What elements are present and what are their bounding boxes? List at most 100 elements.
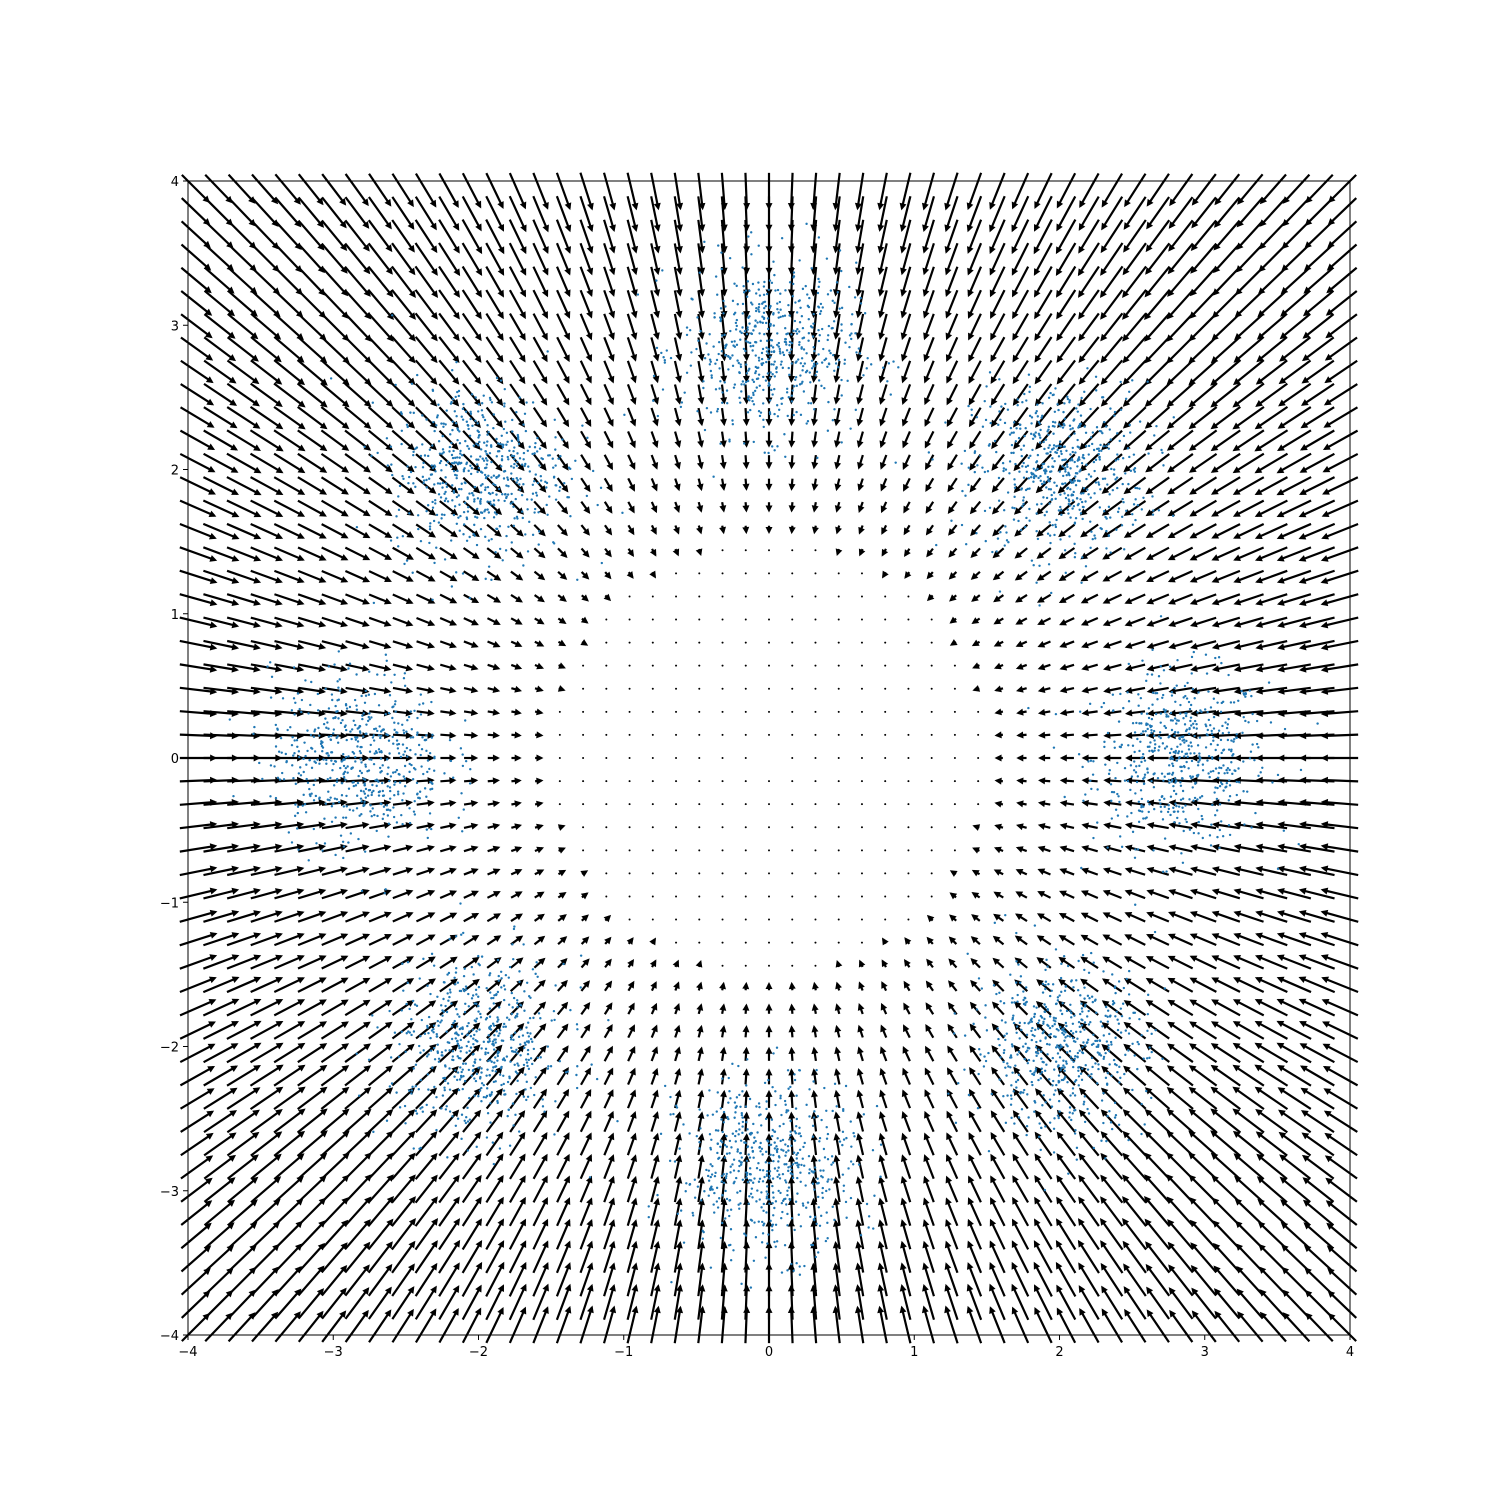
scatter-point [1092,448,1096,452]
scatter-point [444,476,447,479]
quiver-arrow [884,826,887,829]
quiver-arrow [675,687,678,690]
scatter-point [1019,528,1023,532]
scatter-point [735,284,738,288]
quiver-arrow [860,710,863,713]
scatter-point [1022,461,1025,465]
scatter-point [805,369,809,373]
scatter-point [428,751,432,755]
quiver-arrow [837,872,840,875]
scatter-point [1100,449,1103,452]
quiver-arrow [605,895,608,898]
quiver-arrow [226,593,261,606]
scatter-point [1011,506,1014,509]
quiver-arrow [860,757,863,759]
scatter-point [762,311,766,314]
scatter-point [401,474,404,478]
scatter-point [332,762,335,766]
quiver-arrow [837,618,840,621]
scatter-point [453,505,457,508]
scatter-point [386,785,389,788]
scatter-point [993,439,997,443]
scatter-point [397,793,400,796]
scatter-point [1029,432,1033,436]
scatter-point [757,373,761,376]
scatter-point [450,441,453,445]
quiver-arrow [744,733,747,736]
scatter-point [805,352,808,355]
scatter-point [1068,435,1071,438]
scatter-point [755,366,759,370]
scatter-point [443,499,447,503]
scatter-point [1185,752,1189,755]
scatter-point [495,476,498,479]
quiver-arrow [698,803,701,806]
scatter-point [446,500,450,503]
quiver-arrow [558,757,561,759]
scatter-point [1008,472,1011,475]
scatter-point [358,769,362,773]
scatter-point [528,520,531,524]
scatter-point [1084,793,1087,796]
scatter-point [514,497,517,501]
quiver-arrow [582,780,585,783]
scatter-point [779,308,782,311]
quiver-arrow [744,872,747,875]
scatter-point [1060,452,1063,456]
scatter-point [518,488,522,491]
scatter-point [387,835,390,838]
scatter-point [1111,488,1115,492]
quiver-arrow [203,932,240,947]
scatter-point [401,799,404,802]
scatter-point [809,381,812,384]
scatter-point [1043,481,1046,485]
scatter-point [409,470,413,474]
scatter-point [435,513,439,517]
scatter-point [421,702,425,705]
quiver-arrow [907,664,910,667]
scatter-point [466,496,469,499]
scatter-point [720,401,724,404]
scatter-point [814,373,817,377]
scatter-point [1115,476,1119,479]
scatter-point [1056,403,1059,406]
quiver-arrow [698,895,701,898]
scatter-point [446,460,450,464]
scatter-point [735,318,739,322]
scatter-point [1193,697,1196,700]
scatter-point [284,752,288,756]
scatter-point [496,450,500,453]
scatter-point [802,348,806,351]
scatter-point [828,349,831,352]
scatter-point [1134,903,1137,906]
scatter-point [1184,694,1187,698]
quiver-arrow [768,572,770,575]
scatter-point [995,550,998,553]
scatter-point [1140,756,1143,760]
quiver-arrow [226,932,262,947]
scatter-point [776,288,780,292]
scatter-point [1197,832,1200,835]
scatter-point [765,350,769,353]
scatter-point [1042,496,1045,499]
scatter-point [1155,424,1158,428]
scatter-point [1052,746,1056,749]
scatter-point [1013,507,1016,510]
scatter-point [495,376,499,380]
scatter-point [1023,434,1026,438]
scatter-point [1104,425,1108,428]
scatter-point [1204,653,1208,656]
scatter-point [352,719,355,723]
scatter-point [1163,797,1166,800]
scatter-point [1271,781,1274,784]
scatter-point [1255,742,1259,746]
scatter-point [490,578,493,582]
scatter-point [1183,741,1186,744]
scatter-point [1102,701,1106,705]
scatter-point [418,790,422,793]
scatter-point [733,311,737,314]
scatter-point [1072,504,1076,508]
scatter-point [397,508,401,512]
quiver-arrow [203,639,240,651]
scatter-point [1254,811,1257,815]
